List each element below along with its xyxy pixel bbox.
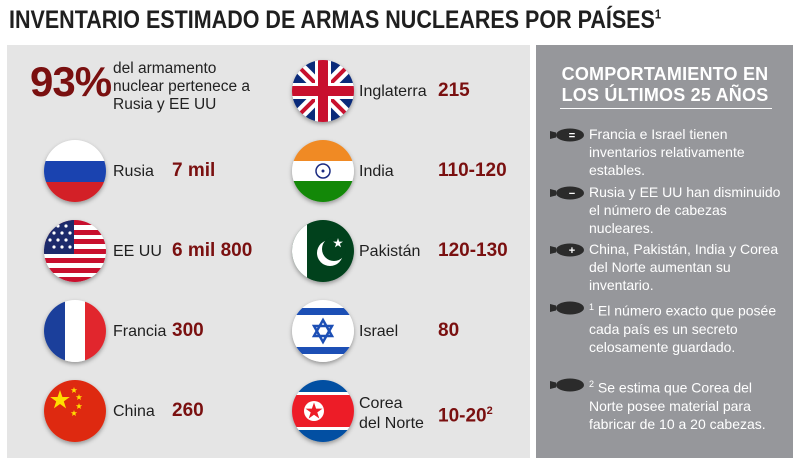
usa-flag-icon: [44, 220, 106, 282]
country-name-uk: Inglaterra: [359, 83, 427, 100]
country-name-russia: Rusia: [113, 163, 154, 180]
country-name-india: India: [359, 163, 394, 180]
summary-text: del armamento nuclear pertenece a Rusia …: [113, 60, 251, 113]
svg-text:=: =: [569, 130, 575, 142]
country-value-israel: 80: [438, 320, 460, 341]
israel-flag-icon: [292, 300, 354, 362]
country-name-north-korea: Corea del Norte: [359, 395, 424, 432]
country-value-china: 260: [172, 400, 204, 421]
north-korea-flag-icon: [292, 380, 354, 442]
trends-title: COMPORTAMIENTO EN LOS ÚLTIMOS 25 AÑOS: [561, 64, 769, 105]
bomb-icon: [549, 377, 585, 393]
country-value-pakistan: 120-130: [438, 240, 508, 261]
country-name-france: Francia: [113, 323, 167, 340]
page-title: INVENTARIO ESTIMADO DE ARMAS NUCLEARES P…: [9, 6, 662, 34]
note-text: Francia e Israel tienen inventarios rela…: [589, 126, 745, 178]
bomb-plus-icon: +: [549, 242, 585, 258]
india-flag-icon: [292, 140, 354, 202]
country-value-north-korea: 10-202: [438, 405, 493, 427]
china-flag-icon: [44, 380, 106, 442]
title-divider: [560, 108, 772, 109]
country-value-russia: 7 mil: [172, 160, 216, 181]
country-value-uk: 215: [438, 80, 470, 101]
country-value-india: 110-120: [438, 160, 507, 181]
country-name-israel: Israel: [359, 323, 399, 340]
note-text: China, Pakistán, India y Corea del Norte…: [589, 241, 779, 293]
summary-percent: 93%: [30, 58, 112, 105]
bomb-icon: [549, 300, 585, 316]
country-name-china: China: [113, 403, 155, 420]
note-text: 1 El número exacto que posée cada país e…: [589, 302, 777, 355]
svg-text:+: +: [569, 245, 575, 257]
country-name-usa: EE UU: [113, 243, 162, 260]
uk-flag-icon: [292, 60, 354, 122]
svg-text:−: −: [569, 188, 575, 200]
note-text: Rusia y EE UU han disminuido el número d…: [589, 184, 781, 236]
pakistan-flag-icon: [292, 220, 354, 282]
country-value-usa: 6 mil 800: [172, 240, 253, 261]
bomb-equal-icon: =: [549, 127, 585, 143]
note-text: 2 Se estima que Corea del Norte posee ma…: [589, 379, 766, 432]
country-name-pakistan: Pakistán: [359, 243, 421, 260]
country-value-france: 300: [172, 320, 204, 341]
france-flag-icon: [44, 300, 106, 362]
russia-flag-icon: [44, 140, 106, 202]
bomb-minus-icon: −: [549, 185, 585, 201]
